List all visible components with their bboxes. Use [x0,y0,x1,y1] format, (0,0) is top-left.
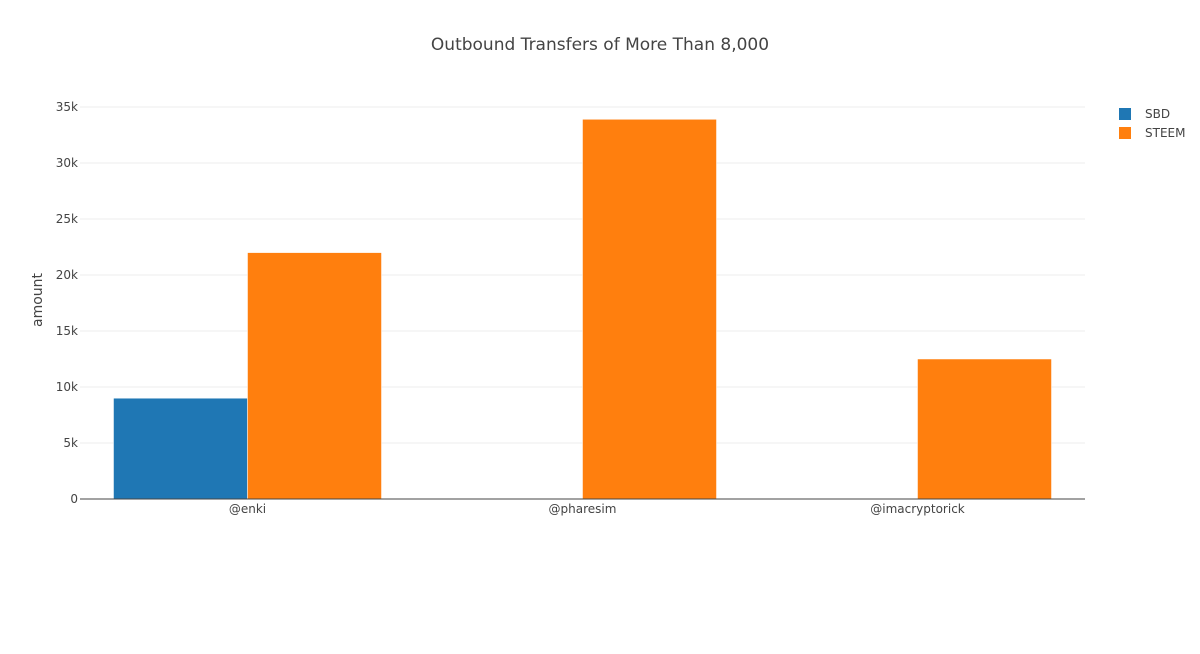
y-axis-label: amount [30,272,46,327]
y-tick-label: 5k [63,436,78,450]
legend[interactable]: SBD STEEM [1119,107,1185,140]
legend-item-steem[interactable]: STEEM [1119,126,1185,140]
x-tick-label: @enki [229,502,266,516]
bars [113,119,1052,500]
x-tick-label: @pharesim [549,502,617,516]
legend-label: SBD [1145,107,1170,121]
chart-title: Outbound Transfers of More Than 8,000 [431,35,769,55]
x-tick-label: @imacryptorick [870,502,965,516]
legend-label: STEEM [1145,126,1185,140]
bar-steem-2[interactable] [917,358,1052,500]
y-tick-label: 15k [56,324,78,338]
y-tick-label: 35k [56,100,78,114]
y-axis-ticks: 0 5k 10k 15k 20k 25k 30k 35k [56,100,78,506]
y-tick-label: 0 [70,492,78,506]
y-tick-label: 10k [56,380,78,394]
bar-steem-1[interactable] [582,119,717,500]
y-tick-label: 25k [56,212,78,226]
y-tick-label: 20k [56,268,78,282]
bar-steem-0[interactable] [247,252,382,500]
bar-sbd-0[interactable] [113,397,248,500]
legend-swatch [1119,127,1131,139]
x-axis-ticks: @enki @pharesim @imacryptorick [229,502,965,516]
legend-swatch [1119,108,1131,120]
y-tick-label: 30k [56,156,78,170]
legend-item-sbd[interactable]: SBD [1119,107,1170,121]
